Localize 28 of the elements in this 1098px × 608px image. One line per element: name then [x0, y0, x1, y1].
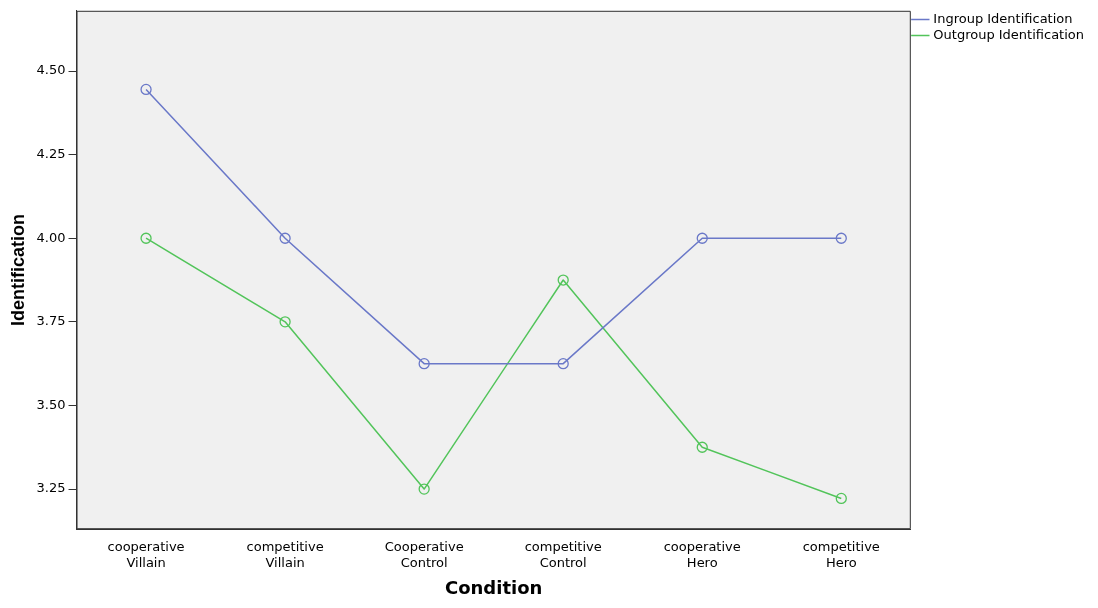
x-tick-label: competitive Hero [802, 539, 880, 570]
point [557, 274, 569, 286]
y-tick-label: 3.50 [36, 396, 66, 412]
y-tick-label: 3.75 [36, 313, 66, 329]
x-tick-label: competitive Control [524, 539, 602, 570]
point [418, 483, 430, 495]
x-tick-label: competitive Villain [246, 539, 324, 570]
point [279, 232, 291, 244]
x-axis-title: Condition [444, 576, 543, 598]
point [140, 83, 152, 96]
point [279, 316, 291, 328]
point [140, 232, 152, 244]
point [418, 358, 430, 370]
y-tick-label: 4.25 [36, 145, 66, 161]
x-tick-label: cooperative Villain [107, 539, 185, 570]
legend-label: Outgroup Identification [933, 26, 1085, 42]
point [696, 441, 708, 453]
y-tick-label: 4.50 [36, 62, 66, 78]
x-tick-label: Cooperative Control [384, 539, 464, 570]
y-axis-title: Identification [7, 214, 28, 326]
y-tick-label: 3.25 [36, 480, 66, 496]
point [835, 492, 847, 505]
point [835, 232, 847, 244]
x-tick-label: cooperative Hero [663, 539, 741, 570]
legend-label: Ingroup Identification [933, 10, 1073, 26]
point [557, 358, 569, 370]
y-tick-label: 4.00 [36, 229, 66, 245]
point [696, 232, 708, 244]
